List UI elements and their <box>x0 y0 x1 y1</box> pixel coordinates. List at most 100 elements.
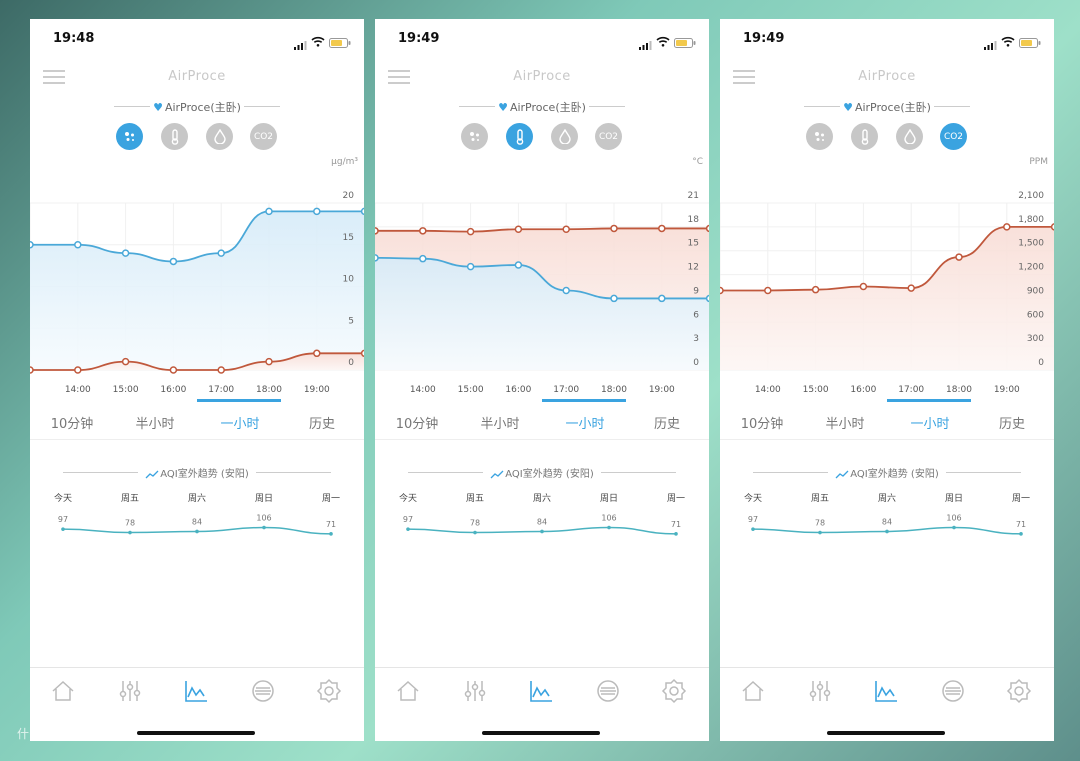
tab-range[interactable]: 10分钟 <box>50 417 94 432</box>
aqi-value-label: 106 <box>946 514 961 523</box>
co2-icon[interactable]: CO2 <box>940 123 967 150</box>
heart-icon: ♥ <box>843 101 853 114</box>
app-title: AirProce <box>513 69 571 84</box>
tab-range[interactable]: 一小时 <box>910 417 950 432</box>
aqi-day-label: 周六 <box>188 492 206 504</box>
x-tick-label: 18:00 <box>601 385 627 395</box>
clock-time: 19:48 <box>53 31 95 46</box>
aqi-day-label: 周五 <box>121 493 139 504</box>
tab-range[interactable]: 一小时 <box>220 417 260 432</box>
aqi-point <box>818 530 822 535</box>
tab-range[interactable]: 一小时 <box>565 417 605 432</box>
data-point <box>217 366 225 374</box>
x-tick-label: 16:00 <box>850 385 876 395</box>
co2-icon[interactable]: CO2 <box>250 123 277 150</box>
aqi-point <box>128 530 132 535</box>
sliders-icon[interactable] <box>807 678 833 704</box>
filter-icon[interactable] <box>250 678 276 704</box>
aqi-title: AQI室外趋势 (安阳) <box>160 469 249 480</box>
chart-icon[interactable] <box>873 678 899 704</box>
y-tick-label: 15 <box>343 233 354 243</box>
thermometer-icon[interactable] <box>161 123 188 150</box>
sliders-icon[interactable] <box>117 678 143 704</box>
data-point <box>658 294 666 303</box>
time-range-tabs: 10分钟 半小时 一小时 历史 <box>30 399 364 440</box>
tab-range[interactable]: 历史 <box>998 417 1025 432</box>
device-selector[interactable]: ♥ AirProce(主卧) <box>30 99 364 115</box>
divider <box>63 472 138 473</box>
settings-icon[interactable] <box>661 678 687 704</box>
x-tick-label: 16:00 <box>505 385 531 395</box>
x-tick-label: 14:00 <box>410 385 436 395</box>
data-point <box>265 357 273 366</box>
tab-range[interactable]: 历史 <box>308 417 335 432</box>
tab-range[interactable]: 10分钟 <box>740 417 784 432</box>
hamburger-menu-icon[interactable] <box>733 69 755 84</box>
divider <box>804 106 840 107</box>
aqi-value-label: 84 <box>192 517 202 526</box>
time-range-tabs: 10分钟 半小时 一小时 历史 <box>720 399 1054 440</box>
divider <box>934 106 970 107</box>
home-icon[interactable] <box>740 678 766 704</box>
device-name: AirProce(主卧) <box>164 101 241 114</box>
app-title: AirProce <box>858 69 916 84</box>
tab-range[interactable]: 半小时 <box>480 417 520 432</box>
filter-icon[interactable] <box>595 678 621 704</box>
aqi-point <box>262 525 266 530</box>
aqi-value-label: 106 <box>601 514 616 523</box>
chart-icon[interactable] <box>528 678 554 704</box>
home-indicator[interactable] <box>482 731 600 735</box>
home-icon[interactable] <box>395 678 421 704</box>
device-selector[interactable]: ♥ AirProce(主卧) <box>375 99 709 115</box>
device-name: AirProce(主卧) <box>854 101 931 114</box>
device-selector[interactable]: ♥ AirProce(主卧) <box>720 99 1054 115</box>
series-line <box>30 352 364 371</box>
co2-icon[interactable]: CO2 <box>595 123 622 150</box>
tab-range[interactable]: 半小时 <box>825 417 865 432</box>
thermometer-icon[interactable] <box>851 123 878 150</box>
data-point <box>811 285 820 294</box>
thermometer-icon[interactable] <box>506 123 533 150</box>
humidity-icon[interactable] <box>896 123 923 150</box>
data-point <box>562 225 570 233</box>
home-icon[interactable] <box>50 678 76 704</box>
aqi-title: AQI室外趋势 (安阳) <box>505 469 594 480</box>
data-point <box>764 286 772 295</box>
pm-icon[interactable] <box>461 123 488 150</box>
aqi-day-label: 周日 <box>600 493 618 504</box>
line-chart: 0 5 10 15 20 14:00 15:00 16:00 17:00 18:00 19:00 <box>30 191 364 395</box>
x-tick-label: 14:00 <box>65 385 91 395</box>
home-indicator[interactable] <box>827 731 945 735</box>
data-point <box>74 366 82 374</box>
humidity-icon[interactable] <box>206 123 233 150</box>
aqi-day-label: 周一 <box>1012 493 1030 504</box>
data-point <box>360 207 364 216</box>
settings-icon[interactable] <box>316 678 342 704</box>
divider <box>753 472 828 473</box>
pm-icon[interactable] <box>116 123 143 150</box>
tab-range[interactable]: 10分钟 <box>395 417 439 432</box>
settings-icon[interactable] <box>1006 678 1032 704</box>
aqi-point <box>952 525 956 530</box>
home-indicator[interactable] <box>137 731 255 735</box>
line-chart: 0 3 6 9 12 15 18 21 14:00 15:00 16:00 17:00 18:00 19:… <box>375 191 709 395</box>
tab-range[interactable]: 历史 <box>653 417 680 432</box>
divider <box>244 106 280 107</box>
hamburger-menu-icon[interactable] <box>388 69 410 84</box>
data-point <box>466 262 475 271</box>
aqi-value-label: 97 <box>403 515 413 524</box>
filter-icon[interactable] <box>940 678 966 704</box>
humidity-icon[interactable] <box>551 123 578 150</box>
clock-time: 19:49 <box>398 31 440 46</box>
data-point <box>610 224 618 233</box>
data-point <box>375 227 379 235</box>
data-point <box>514 225 523 233</box>
y-tick-label: 9 <box>693 286 699 296</box>
tab-range[interactable]: 半小时 <box>135 417 175 432</box>
hamburger-menu-icon[interactable] <box>43 69 65 84</box>
data-point <box>217 249 225 257</box>
chart-icon[interactable] <box>183 678 209 704</box>
pm-icon[interactable] <box>806 123 833 150</box>
sliders-icon[interactable] <box>462 678 488 704</box>
heart-icon: ♥ <box>498 101 508 114</box>
